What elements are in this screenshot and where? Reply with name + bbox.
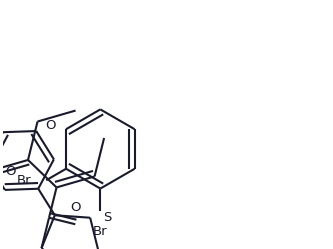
Text: O: O <box>70 201 81 214</box>
Text: O: O <box>45 119 55 132</box>
Text: S: S <box>103 211 111 224</box>
Text: Br: Br <box>93 225 108 238</box>
Text: Br: Br <box>17 174 32 187</box>
Text: O: O <box>5 165 16 178</box>
